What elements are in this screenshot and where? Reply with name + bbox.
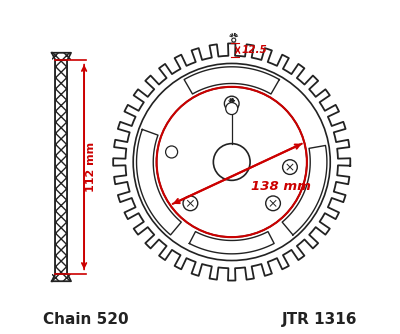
Polygon shape <box>113 43 350 281</box>
Bar <box>55 60 68 274</box>
Text: JTR 1316: JTR 1316 <box>282 312 357 327</box>
Polygon shape <box>184 67 279 94</box>
Text: 12.5: 12.5 <box>242 45 268 55</box>
Bar <box>55 60 68 274</box>
Polygon shape <box>282 146 327 235</box>
Text: 138 mm: 138 mm <box>251 180 310 193</box>
Polygon shape <box>52 274 71 281</box>
Circle shape <box>224 96 239 111</box>
Circle shape <box>156 87 307 237</box>
Text: Chain 520: Chain 520 <box>43 312 129 327</box>
Circle shape <box>213 144 250 180</box>
Circle shape <box>133 63 330 261</box>
Circle shape <box>283 160 297 174</box>
Bar <box>52 274 71 281</box>
Circle shape <box>266 196 280 211</box>
Circle shape <box>183 196 198 211</box>
Polygon shape <box>189 231 274 254</box>
Polygon shape <box>136 130 181 235</box>
Bar <box>52 53 71 60</box>
Circle shape <box>226 103 238 115</box>
Polygon shape <box>52 53 71 60</box>
Circle shape <box>166 146 178 158</box>
Text: 112 mm: 112 mm <box>86 142 96 192</box>
